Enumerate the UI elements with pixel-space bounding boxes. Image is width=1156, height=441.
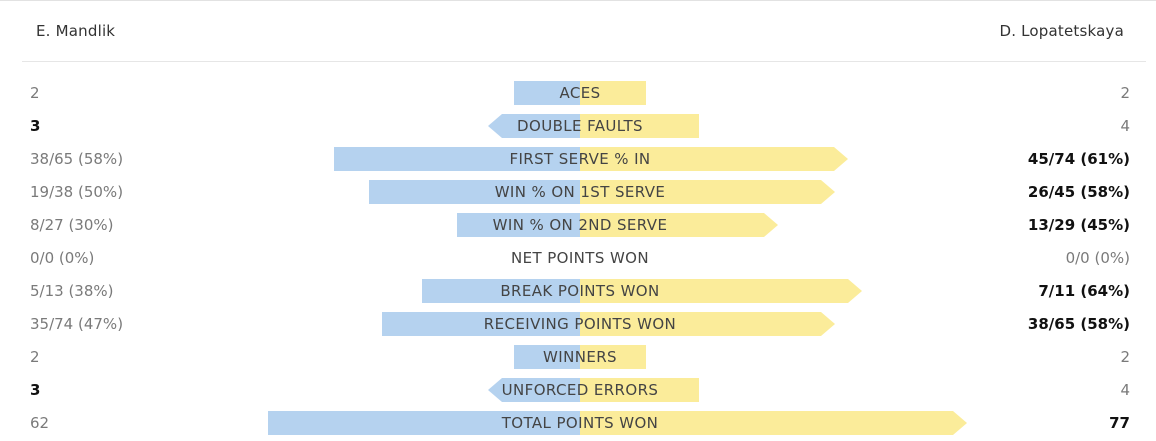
stat-label: DOUBLE FAULTS bbox=[517, 117, 643, 135]
stat-label: WIN % ON 2ND SERVE bbox=[492, 216, 668, 234]
left-value: 8/27 (30%) bbox=[30, 216, 114, 234]
stat-row: 3 DOUBLE FAULTS 4 bbox=[0, 110, 1156, 143]
left-value: 3 bbox=[30, 381, 41, 399]
right-bar bbox=[580, 378, 699, 402]
right-bar bbox=[580, 147, 848, 171]
left-bar bbox=[422, 279, 580, 303]
right-bar bbox=[580, 180, 835, 204]
stat-row: 35/74 (47%) RECEIVING POINTS WON 38/65 (58… bbox=[0, 308, 1156, 341]
right-bar bbox=[580, 345, 646, 369]
player-right-name: D. Lopatetskaya bbox=[999, 22, 1124, 40]
left-value: 2 bbox=[30, 348, 40, 366]
right-value: 7/11 (64%) bbox=[1038, 282, 1130, 300]
stat-label: RECEIVING POINTS WON bbox=[483, 315, 677, 333]
stat-row: 8/27 (30%) WIN % ON 2ND SERVE 13/29 (45%) bbox=[0, 209, 1156, 242]
right-bar bbox=[580, 81, 646, 105]
right-bar bbox=[580, 411, 967, 435]
stat-row: 2 ACES 2 bbox=[0, 77, 1156, 110]
stat-label: TOTAL POINTS WON bbox=[501, 414, 659, 432]
left-value: 5/13 (38%) bbox=[30, 282, 114, 300]
right-value: 77 bbox=[1109, 414, 1130, 432]
right-bar bbox=[580, 312, 835, 336]
right-value: 38/65 (58%) bbox=[1027, 315, 1130, 333]
right-value: 26/45 (58%) bbox=[1027, 183, 1130, 201]
right-value: 2 bbox=[1120, 84, 1130, 102]
right-value: 45/74 (61%) bbox=[1027, 150, 1130, 168]
right-value: 2 bbox=[1120, 348, 1130, 366]
stat-label: WIN % ON 1ST SERVE bbox=[494, 183, 666, 201]
right-value: 0/0 (0%) bbox=[1065, 249, 1130, 267]
stat-label: BREAK POINTS WON bbox=[500, 282, 660, 300]
right-bar bbox=[580, 114, 699, 138]
left-bar bbox=[457, 213, 580, 237]
left-value: 3 bbox=[30, 117, 41, 135]
left-value: 38/65 (58%) bbox=[30, 150, 124, 168]
stat-row: 2 WINNERS 2 bbox=[0, 341, 1156, 374]
stat-label: UNFORCED ERRORS bbox=[501, 381, 659, 399]
left-bar bbox=[488, 114, 580, 138]
stat-label: ACES bbox=[559, 84, 601, 102]
right-value: 13/29 (45%) bbox=[1027, 216, 1130, 234]
stat-label: NET POINTS WON bbox=[510, 249, 650, 267]
left-value: 19/38 (50%) bbox=[30, 183, 124, 201]
left-bar bbox=[369, 180, 580, 204]
stat-row: 3 UNFORCED ERRORS 4 bbox=[0, 374, 1156, 407]
right-bar bbox=[580, 279, 862, 303]
left-bar bbox=[488, 378, 580, 402]
left-value: 35/74 (47%) bbox=[30, 315, 124, 333]
left-bar bbox=[268, 411, 580, 435]
left-value: 62 bbox=[30, 414, 50, 432]
right-bar bbox=[580, 213, 778, 237]
top-border bbox=[0, 0, 1156, 1]
stat-row: 0/0 (0%) NET POINTS WON 0/0 (0%) bbox=[0, 242, 1156, 275]
stat-row: 38/65 (58%) FIRST SERVE % IN 45/74 (61%) bbox=[0, 143, 1156, 176]
player-left-name: E. Mandlik bbox=[36, 22, 116, 40]
left-value: 0/0 (0%) bbox=[30, 249, 95, 267]
stat-label: WINNERS bbox=[543, 348, 617, 366]
left-bar bbox=[334, 147, 580, 171]
stat-row: 5/13 (38%) BREAK POINTS WON 7/11 (64%) bbox=[0, 275, 1156, 308]
left-value: 2 bbox=[30, 84, 40, 102]
stat-row: 19/38 (50%) WIN % ON 1ST SERVE 26/45 (58%) bbox=[0, 176, 1156, 209]
right-value: 4 bbox=[1120, 117, 1130, 135]
left-bar bbox=[514, 81, 580, 105]
left-bar bbox=[514, 345, 580, 369]
header-divider bbox=[22, 61, 1146, 62]
stat-label: FIRST SERVE % IN bbox=[509, 150, 651, 168]
stats-header: E. Mandlik D. Lopatetskaya bbox=[0, 0, 1156, 62]
right-value: 4 bbox=[1120, 381, 1130, 399]
stat-row: 62 TOTAL POINTS WON 77 bbox=[0, 407, 1156, 440]
left-bar bbox=[382, 312, 580, 336]
